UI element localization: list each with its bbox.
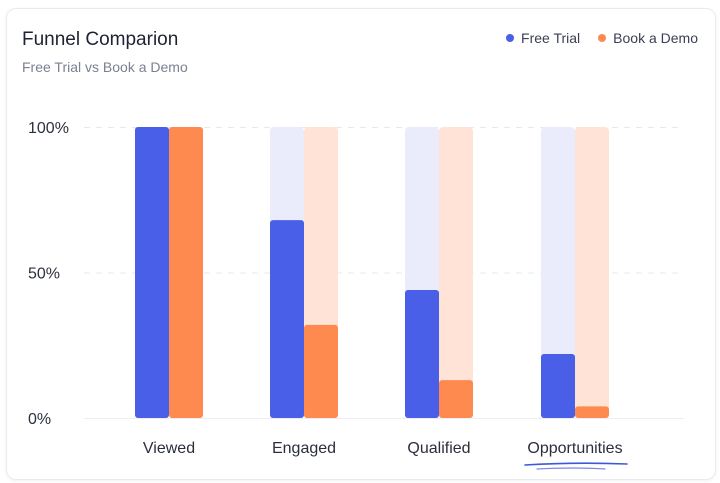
x-category-label: Qualified [407, 440, 470, 457]
legend-swatch-free-trial [506, 34, 515, 42]
legend-swatch-book-demo [598, 34, 607, 42]
bar-free-trial-opportunities [541, 353, 575, 418]
legend-item-book-demo[interactable]: Book a Demo [598, 30, 698, 46]
y-tick-label: 0% [28, 411, 51, 428]
legend-item-free-trial[interactable]: Free Trial [506, 30, 580, 46]
hand-underline-mark [524, 462, 628, 466]
bar-book-demo-engaged [304, 324, 338, 418]
bar-book-demo-viewed [169, 127, 203, 418]
chart-title: Funnel Comparion [22, 29, 179, 50]
bar-free-trial-qualified [405, 289, 439, 418]
legend-label-book-demo: Book a Demo [613, 30, 698, 46]
chart-subtitle: Free Trial vs Book a Demo [22, 59, 188, 75]
x-category-label: Engaged [272, 440, 336, 457]
bar-track-book-demo [439, 127, 473, 418]
bar-book-demo-opportunities [575, 406, 609, 418]
y-tick-label: 100% [28, 120, 69, 137]
x-category-label: Opportunities [527, 440, 622, 457]
bar-free-trial-viewed [135, 127, 169, 418]
bar-track-book-demo [575, 127, 609, 418]
chart-legend: Free Trial Book a Demo [506, 30, 698, 46]
bar-book-demo-qualified [439, 380, 473, 418]
legend-label-free-trial: Free Trial [521, 30, 581, 46]
x-category-label: Viewed [143, 440, 195, 457]
bar-free-trial-engaged [270, 220, 304, 418]
hand-underline-mark-2 [536, 467, 606, 470]
y-tick-label: 50% [28, 266, 60, 283]
bar-track-free-trial [541, 127, 575, 418]
